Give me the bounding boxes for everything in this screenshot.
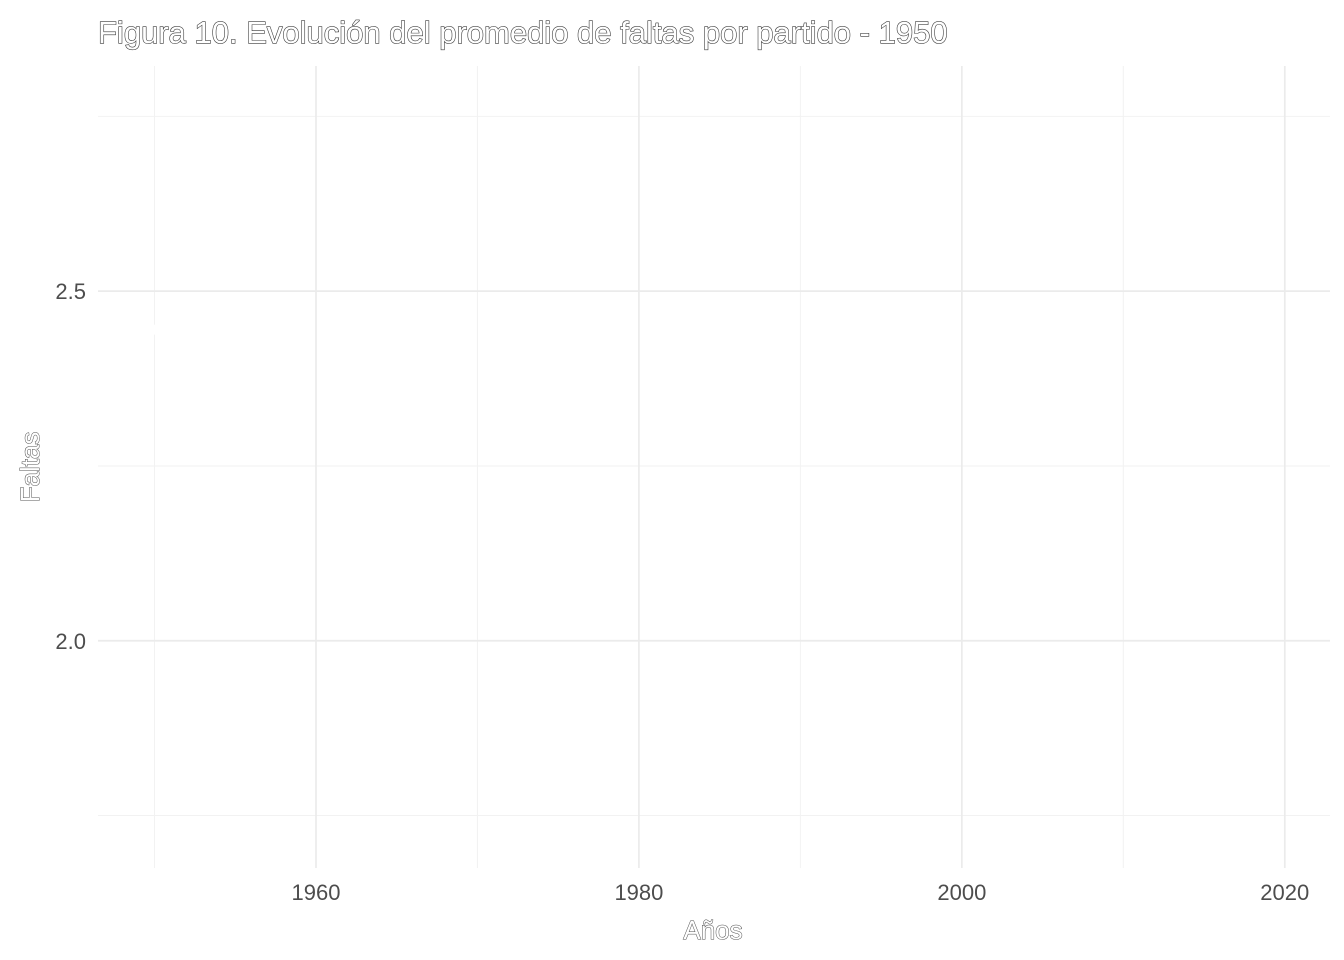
y-tick-label: 2.5 (55, 279, 86, 304)
x-tick-label: 1960 (292, 880, 341, 905)
minor-gridlines (98, 66, 1330, 868)
series-point (153, 331, 157, 335)
x-tick-label: 2000 (937, 880, 986, 905)
chart-title: Figura 10. Evolución del promedio de fal… (98, 15, 948, 50)
x-axis-label: Años (683, 915, 742, 945)
x-tick-label: 1980 (614, 880, 663, 905)
x-axis-ticks: 1960 1980 2000 2020 (292, 880, 1310, 905)
y-axis-label: Faltas (15, 432, 45, 503)
data-series (153, 324, 157, 335)
y-axis-ticks: 2.0 2.5 (55, 279, 86, 654)
x-tick-label: 2020 (1260, 880, 1309, 905)
series-point (153, 324, 157, 328)
y-tick-label: 2.0 (55, 629, 86, 654)
major-gridlines (98, 66, 1330, 868)
